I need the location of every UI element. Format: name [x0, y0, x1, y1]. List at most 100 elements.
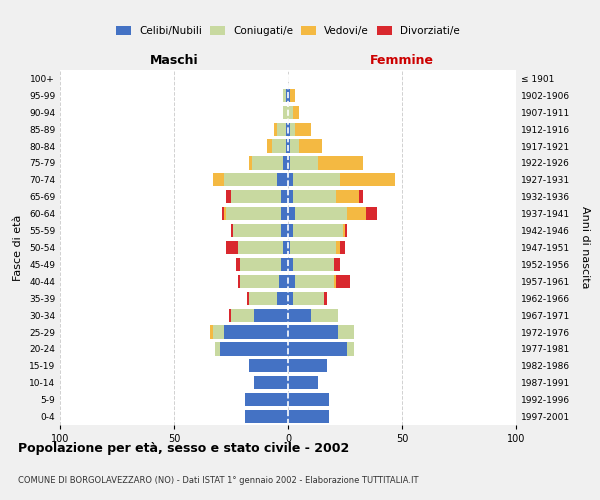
Bar	[281, 224, 288, 237]
Bar	[277, 292, 288, 305]
Bar	[345, 224, 347, 237]
Bar	[290, 89, 295, 102]
Bar	[274, 122, 277, 136]
Bar	[311, 308, 338, 322]
Bar	[226, 190, 231, 203]
Bar	[288, 308, 311, 322]
Bar	[288, 174, 293, 186]
Bar	[286, 140, 288, 152]
Bar	[293, 190, 336, 203]
Bar	[224, 326, 288, 338]
Bar	[299, 140, 322, 152]
Bar	[288, 410, 329, 423]
Bar	[281, 258, 288, 271]
Bar	[288, 106, 293, 119]
Bar	[283, 156, 288, 170]
Bar	[245, 393, 288, 406]
Bar	[365, 207, 377, 220]
Bar	[288, 393, 329, 406]
Bar	[249, 292, 277, 305]
Bar	[293, 174, 340, 186]
Bar	[211, 326, 213, 338]
Bar	[336, 241, 340, 254]
Bar	[281, 207, 288, 220]
Bar	[277, 174, 288, 186]
Bar	[281, 190, 288, 203]
Bar	[245, 410, 288, 423]
Bar	[283, 241, 288, 254]
Bar	[288, 156, 290, 170]
Bar	[288, 241, 290, 254]
Bar	[231, 308, 254, 322]
Bar	[290, 140, 299, 152]
Bar	[338, 326, 354, 338]
Bar	[249, 359, 288, 372]
Bar	[295, 122, 311, 136]
Bar	[347, 207, 365, 220]
Bar	[272, 140, 286, 152]
Bar	[288, 89, 290, 102]
Bar	[336, 190, 359, 203]
Bar	[254, 376, 288, 390]
Bar	[293, 292, 325, 305]
Bar	[247, 292, 249, 305]
Bar	[233, 224, 281, 237]
Bar	[340, 174, 395, 186]
Bar	[268, 140, 272, 152]
Bar	[240, 258, 281, 271]
Text: Maschi: Maschi	[149, 54, 199, 66]
Bar	[286, 89, 288, 102]
Legend: Celibi/Nubili, Coniugati/e, Vedovi/e, Divorziati/e: Celibi/Nubili, Coniugati/e, Vedovi/e, Di…	[116, 26, 460, 36]
Bar	[226, 241, 238, 254]
Text: Femmine: Femmine	[370, 54, 434, 66]
Bar	[293, 106, 299, 119]
Text: COMUNE DI BORGOLAVEZZARO (NO) - Dati ISTAT 1° gennaio 2002 - Elaborazione TUTTIT: COMUNE DI BORGOLAVEZZARO (NO) - Dati IST…	[18, 476, 419, 485]
Bar	[277, 122, 286, 136]
Bar	[224, 174, 277, 186]
Bar	[229, 308, 231, 322]
Bar	[240, 274, 279, 288]
Bar	[226, 207, 281, 220]
Bar	[288, 224, 293, 237]
Bar	[293, 224, 343, 237]
Bar	[213, 326, 224, 338]
Bar	[220, 342, 288, 355]
Bar	[317, 156, 363, 170]
Y-axis label: Anni di nascita: Anni di nascita	[580, 206, 590, 289]
Bar	[293, 258, 334, 271]
Bar	[231, 190, 281, 203]
Bar	[290, 241, 336, 254]
Bar	[336, 274, 350, 288]
Bar	[290, 122, 295, 136]
Bar	[288, 359, 327, 372]
Bar	[236, 258, 240, 271]
Bar	[283, 89, 286, 102]
Y-axis label: Fasce di età: Fasce di età	[13, 214, 23, 280]
Bar	[347, 342, 354, 355]
Text: Popolazione per età, sesso e stato civile - 2002: Popolazione per età, sesso e stato civil…	[18, 442, 349, 455]
Bar	[231, 224, 233, 237]
Bar	[295, 274, 334, 288]
Bar	[279, 274, 288, 288]
Bar	[288, 342, 347, 355]
Bar	[288, 376, 317, 390]
Bar	[213, 174, 224, 186]
Bar	[288, 140, 290, 152]
Bar	[288, 326, 338, 338]
Bar	[290, 156, 317, 170]
Bar	[286, 122, 288, 136]
Bar	[283, 106, 288, 119]
Bar	[343, 224, 345, 237]
Bar	[325, 292, 327, 305]
Bar	[238, 241, 283, 254]
Bar	[340, 241, 345, 254]
Bar	[288, 207, 295, 220]
Bar	[215, 342, 220, 355]
Bar	[288, 122, 290, 136]
Bar	[288, 274, 295, 288]
Bar	[288, 292, 293, 305]
Bar	[249, 156, 251, 170]
Bar	[288, 190, 293, 203]
Bar	[359, 190, 363, 203]
Bar	[224, 207, 226, 220]
